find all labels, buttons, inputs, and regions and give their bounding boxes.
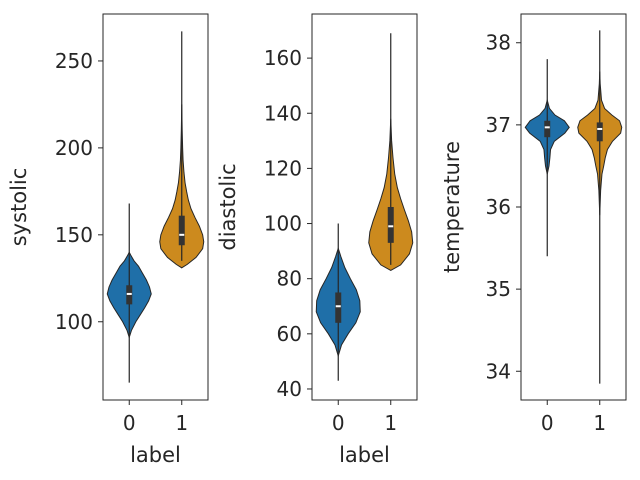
violin-median-1 bbox=[179, 233, 185, 236]
y-tick-label: 35 bbox=[486, 277, 511, 301]
y-axis-label: diastolic bbox=[216, 163, 240, 250]
y-tick-label: 38 bbox=[486, 31, 511, 55]
y-tick-label: 60 bbox=[277, 322, 302, 346]
y-tick-label: 100 bbox=[55, 310, 93, 334]
violin-iqr-box-1 bbox=[596, 122, 603, 142]
y-tick-label: 120 bbox=[264, 156, 302, 180]
violin-median-1 bbox=[388, 225, 394, 228]
violin-iqr-box-1 bbox=[387, 207, 394, 243]
y-axis-label: temperature bbox=[440, 141, 464, 273]
panel-3: 34 35 36 37 38 0 1 temperature bbox=[440, 13, 627, 435]
violin-iqr-box-1 bbox=[178, 215, 185, 246]
y-tick-label: 160 bbox=[264, 46, 302, 70]
x-axis-label: label bbox=[130, 443, 181, 467]
x-tick-label: 0 bbox=[123, 411, 136, 435]
x-axis-label: label bbox=[339, 443, 390, 467]
panel-1: 100 150 200 250 0 1 label systolic bbox=[7, 13, 209, 467]
y-tick-label: 250 bbox=[55, 49, 93, 73]
y-axis-label: systolic bbox=[7, 168, 31, 247]
violin-iqr-box-0 bbox=[335, 292, 342, 323]
y-tick-label: 37 bbox=[486, 113, 511, 137]
axes-frame bbox=[311, 13, 418, 401]
x-tick-label: 1 bbox=[384, 411, 397, 435]
violin-median-1 bbox=[597, 127, 603, 130]
x-tick-label: 1 bbox=[593, 411, 606, 435]
y-tick-label: 36 bbox=[486, 195, 511, 219]
violin-median-0 bbox=[335, 305, 341, 308]
panel-2: 40 60 80 100 120 140 160 0 1 label diastolic bbox=[216, 13, 418, 467]
axes-frame bbox=[102, 13, 209, 401]
y-tick-label: 40 bbox=[277, 377, 302, 401]
y-tick-label: 150 bbox=[55, 223, 93, 247]
x-tick-label: 0 bbox=[332, 411, 345, 435]
y-tick-label: 80 bbox=[277, 267, 302, 291]
y-tick-label: 34 bbox=[486, 359, 511, 383]
y-tick-label: 200 bbox=[55, 136, 93, 160]
x-tick-label: 0 bbox=[541, 411, 554, 435]
violin-median-0 bbox=[544, 126, 550, 129]
violin-median-0 bbox=[126, 292, 132, 295]
axes-frame bbox=[520, 13, 627, 401]
violin-iqr-box-0 bbox=[544, 120, 551, 138]
y-tick-label: 100 bbox=[264, 212, 302, 236]
y-tick-label: 140 bbox=[264, 101, 302, 125]
x-tick-label: 1 bbox=[175, 411, 188, 435]
